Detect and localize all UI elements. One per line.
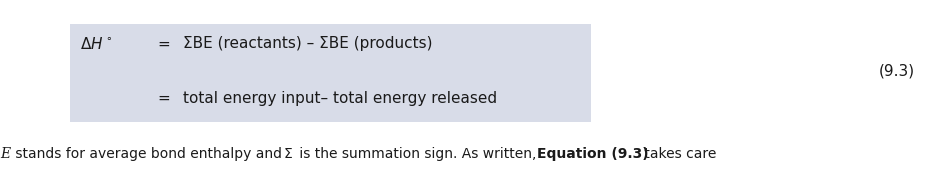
Text: =: = <box>158 37 171 51</box>
Text: (9.3): (9.3) <box>878 64 915 78</box>
Text: E: E <box>0 147 10 161</box>
Text: Equation (9.3): Equation (9.3) <box>537 147 648 161</box>
Text: ΣBE (reactants) – ΣBE (products): ΣBE (reactants) – ΣBE (products) <box>183 37 432 51</box>
Text: stands for average bond enthalpy and: stands for average bond enthalpy and <box>11 147 287 161</box>
Text: is the summation sign. As written,: is the summation sign. As written, <box>295 147 541 161</box>
Text: =: = <box>158 91 171 105</box>
Text: $\Delta H^\circ$: $\Delta H^\circ$ <box>80 36 112 52</box>
Text: Σ: Σ <box>283 147 292 161</box>
Text: takes care: takes care <box>640 147 716 161</box>
FancyBboxPatch shape <box>70 24 591 122</box>
Text: total energy input– total energy released: total energy input– total energy release… <box>183 91 497 105</box>
